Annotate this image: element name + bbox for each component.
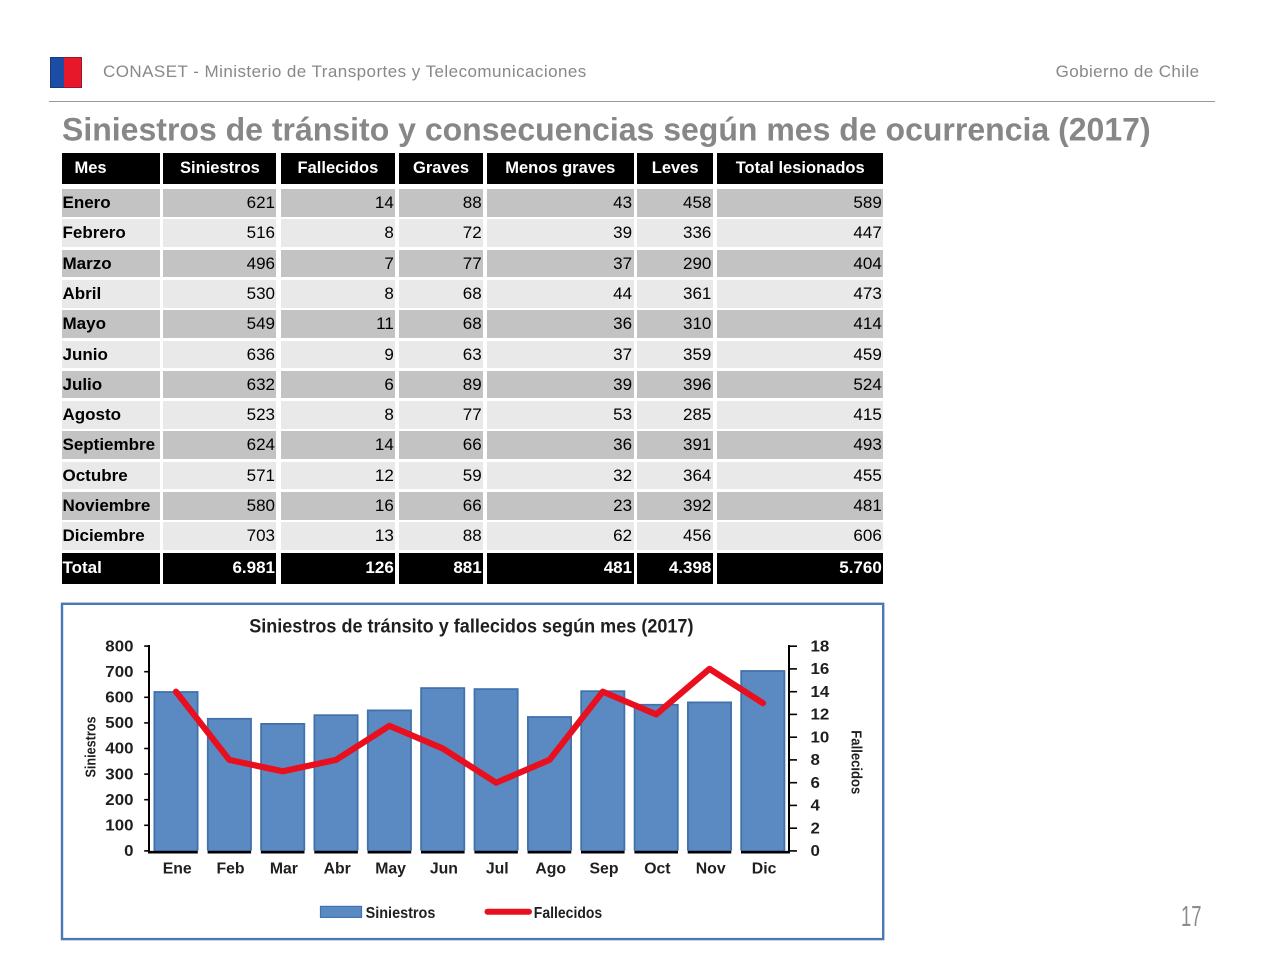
svg-text:May: May (375, 861, 406, 878)
svg-text:Fallecidos: Fallecidos (534, 905, 602, 922)
svg-text:800: 800 (105, 638, 133, 655)
svg-text:6: 6 (811, 775, 821, 792)
svg-text:0: 0 (124, 843, 133, 860)
svg-text:500: 500 (105, 715, 133, 732)
svg-text:Dic: Dic (752, 861, 777, 878)
svg-text:200: 200 (105, 792, 133, 809)
svg-text:300: 300 (105, 766, 133, 783)
svg-text:0: 0 (811, 843, 820, 860)
svg-text:Jun: Jun (430, 861, 458, 878)
svg-text:12: 12 (811, 707, 830, 724)
svg-text:16: 16 (811, 661, 830, 678)
svg-text:Sep: Sep (590, 861, 619, 878)
svg-text:Nov: Nov (696, 861, 726, 878)
svg-text:8: 8 (811, 752, 821, 769)
svg-text:700: 700 (105, 664, 133, 681)
svg-text:Oct: Oct (644, 861, 671, 878)
svg-text:Siniestros: Siniestros (84, 717, 100, 778)
svg-text:Siniestros de tránsito y conse: Siniestros de tránsito y consecuencias s… (62, 111, 1151, 148)
svg-text:Abr: Abr (324, 861, 351, 878)
svg-text:Siniestros: Siniestros (366, 905, 436, 922)
svg-text:Fallecidos: Fallecidos (848, 730, 864, 794)
svg-text:Ene: Ene (163, 861, 192, 878)
svg-text:Feb: Feb (216, 861, 244, 878)
svg-text:100: 100 (105, 818, 133, 835)
svg-text:17: 17 (1181, 901, 1202, 933)
svg-text:400: 400 (105, 741, 133, 758)
svg-text:14: 14 (811, 684, 830, 701)
svg-text:18: 18 (811, 638, 830, 655)
svg-text:600: 600 (105, 690, 133, 707)
svg-text:2: 2 (811, 820, 820, 837)
svg-text:4: 4 (811, 798, 821, 815)
svg-text:Siniestros de tránsito y falle: Siniestros de tránsito y fallecidos segú… (249, 616, 693, 638)
svg-text:Ago: Ago (535, 861, 566, 878)
svg-text:Mar: Mar (270, 861, 298, 878)
svg-text:10: 10 (811, 729, 830, 746)
svg-text:Jul: Jul (486, 861, 509, 878)
